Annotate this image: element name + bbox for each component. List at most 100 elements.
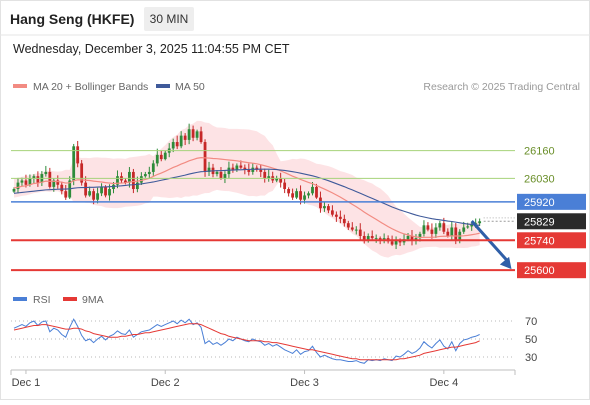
candle-body <box>315 186 318 198</box>
interval-label: 30 MIN <box>150 12 189 26</box>
interval-badge[interactable] <box>144 7 194 31</box>
level-label-26160: 26160 <box>524 146 555 158</box>
candle-body <box>323 206 326 209</box>
ma50-legend-swatch <box>156 84 170 88</box>
candle-body <box>128 171 131 183</box>
level-badge-25600 <box>517 262 586 279</box>
ma50-line <box>13 168 480 226</box>
candle-body <box>155 154 159 164</box>
candle-body <box>203 142 207 172</box>
candle-body <box>215 171 219 175</box>
candle-body <box>28 178 32 185</box>
candle-body <box>32 176 36 179</box>
candle-body <box>139 176 143 183</box>
candle-body <box>307 193 310 196</box>
candle-body <box>92 191 95 200</box>
level-badge-25829 <box>517 213 586 230</box>
candle-body <box>60 184 64 192</box>
x-axis-label: Dec 4 <box>429 377 458 389</box>
candle-body <box>331 210 334 215</box>
ma20-legend-swatch <box>13 84 27 88</box>
level-badge-25740 <box>517 232 586 249</box>
candle-body <box>171 142 175 149</box>
rsi-ma-legend-swatch <box>63 297 77 301</box>
candle-body <box>151 163 155 172</box>
copyright-note: Research © 2025 Trading Central <box>423 81 580 93</box>
candle-body <box>44 171 48 175</box>
candle-body <box>187 129 191 140</box>
candle-body <box>48 171 52 187</box>
candle-body <box>96 193 99 200</box>
candle-body <box>259 169 263 172</box>
x-axis-label: Dec 2 <box>151 377 180 389</box>
candle-body <box>12 189 16 192</box>
candle-body <box>108 189 111 196</box>
rsi-legend-label: RSI <box>33 294 51 306</box>
candle-body <box>163 152 167 160</box>
candle-body <box>374 238 378 240</box>
candle-body <box>350 227 354 230</box>
ma50-legend-label: MA 50 <box>175 81 205 93</box>
candle-body <box>426 225 430 230</box>
candle-body <box>175 142 179 147</box>
candle-body <box>450 227 454 237</box>
candle-body <box>334 214 338 217</box>
candle-body <box>454 227 458 241</box>
candle-body <box>116 176 119 185</box>
candle-body <box>195 131 199 138</box>
bollinger-band <box>14 120 480 258</box>
price-panel <box>12 120 512 270</box>
candle-body <box>143 174 147 177</box>
candle-body <box>394 240 398 245</box>
candle-body <box>442 223 446 232</box>
candle-body <box>295 191 298 198</box>
candle-body <box>342 218 346 224</box>
candle-body <box>346 223 350 228</box>
candle-body <box>319 197 322 209</box>
candle-body <box>100 186 103 194</box>
candle-body <box>243 167 247 170</box>
candle-body <box>227 167 231 175</box>
candle-body <box>16 182 20 190</box>
candle-body <box>478 221 482 224</box>
candle-body <box>338 216 342 219</box>
candle-body <box>398 240 402 243</box>
candle-body <box>382 238 386 241</box>
candle-body <box>470 224 474 227</box>
candle-body <box>231 167 235 170</box>
candle-body <box>80 163 84 183</box>
rsi-tick-30: 30 <box>525 352 537 364</box>
candle-body <box>20 180 24 183</box>
timestamp: Wednesday, December 3, 2025 11:04:55 PM … <box>13 42 290 56</box>
candle-body <box>223 174 227 179</box>
candle-body <box>132 171 135 190</box>
candle-body <box>279 178 283 183</box>
candle-body <box>179 135 183 147</box>
candle-body <box>390 241 394 245</box>
level-label-25740: 25740 <box>524 235 555 247</box>
candle-body <box>72 146 76 181</box>
candle-body <box>410 236 414 241</box>
candle-body <box>124 180 127 183</box>
rsi-ma-legend-label: 9MA <box>82 294 104 306</box>
candle-body <box>354 229 358 231</box>
candle-body <box>267 176 271 179</box>
candle-body <box>327 206 330 211</box>
level-badge-25920 <box>517 193 586 210</box>
x-axis-label: Dec 3 <box>290 377 319 389</box>
forecast-arrow-shaft <box>470 220 510 264</box>
ma20-line <box>13 157 480 239</box>
candle-body <box>247 169 251 172</box>
candle-body <box>207 167 211 172</box>
candle-body <box>135 182 139 190</box>
candle-body <box>430 229 434 234</box>
candle-body <box>370 236 374 239</box>
price-levels: 26160 26030 25920 25829 25740 25600 <box>11 146 586 279</box>
candle-body <box>88 191 92 196</box>
level-label-25600: 25600 <box>524 265 555 277</box>
rsi-tick-50: 50 <box>525 334 537 346</box>
level-label-26030: 26030 <box>524 173 555 185</box>
candle-body <box>362 236 366 241</box>
candle-body <box>104 186 107 196</box>
